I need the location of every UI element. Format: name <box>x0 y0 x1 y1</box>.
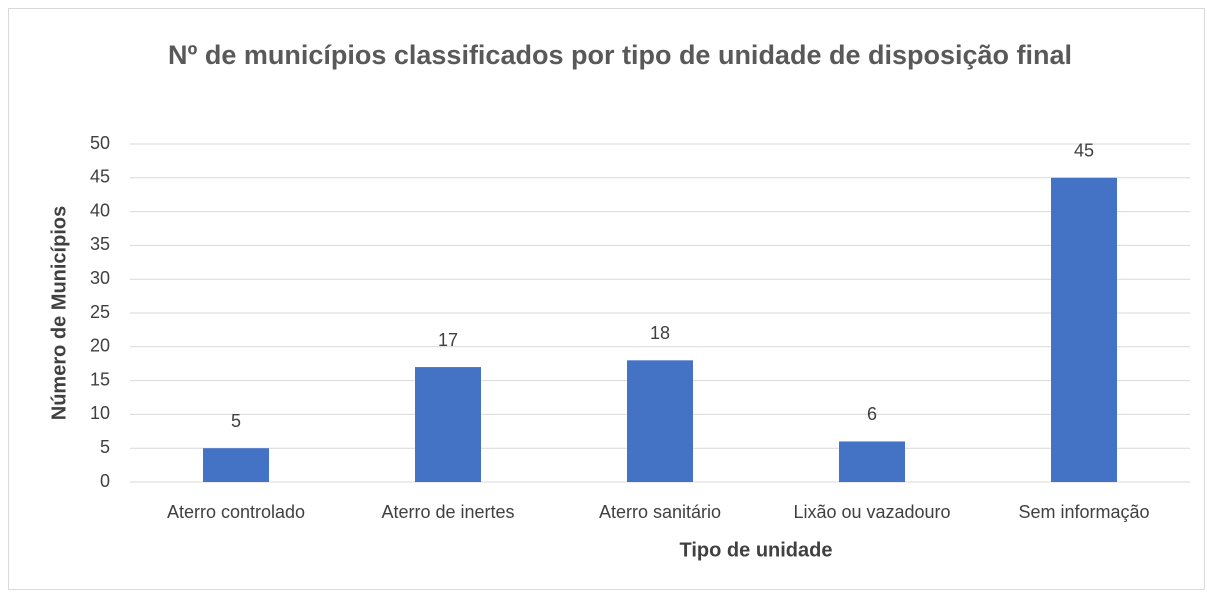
x-tick-label: Aterro controlado <box>167 502 305 522</box>
y-tick-label: 50 <box>90 133 110 153</box>
y-tick-label: 40 <box>90 200 110 220</box>
y-tick-label: 20 <box>90 336 110 356</box>
y-tick-label: 45 <box>90 167 110 187</box>
data-label: 45 <box>1074 141 1094 161</box>
data-label: 6 <box>867 404 877 424</box>
chart-frame <box>8 8 1205 590</box>
x-tick-label: Sem informação <box>1018 502 1149 522</box>
y-tick-label: 30 <box>90 268 110 288</box>
bar <box>203 448 269 482</box>
x-tick-label: Lixão ou vazadouro <box>793 502 950 522</box>
y-tick-label: 25 <box>90 302 110 322</box>
x-tick-label: Aterro sanitário <box>599 502 721 522</box>
bar <box>415 367 481 482</box>
data-label: 17 <box>438 330 458 350</box>
y-tick-label: 0 <box>100 471 110 491</box>
x-axis-title: Tipo de unidade <box>680 539 833 561</box>
y-tick-label: 15 <box>90 369 110 389</box>
y-tick-label: 10 <box>90 403 110 423</box>
bar <box>1051 177 1117 483</box>
bar <box>839 441 905 482</box>
y-tick-label: 35 <box>90 234 110 254</box>
x-tick-label: Aterro de inertes <box>381 502 514 522</box>
y-tick-label: 5 <box>100 437 110 457</box>
chart-title: Nº de municípios classificados por tipo … <box>167 40 1073 70</box>
y-axis-title: Número de Municípios <box>48 206 70 420</box>
bar <box>627 360 693 482</box>
data-label: 18 <box>650 323 670 343</box>
data-label: 5 <box>231 411 241 431</box>
